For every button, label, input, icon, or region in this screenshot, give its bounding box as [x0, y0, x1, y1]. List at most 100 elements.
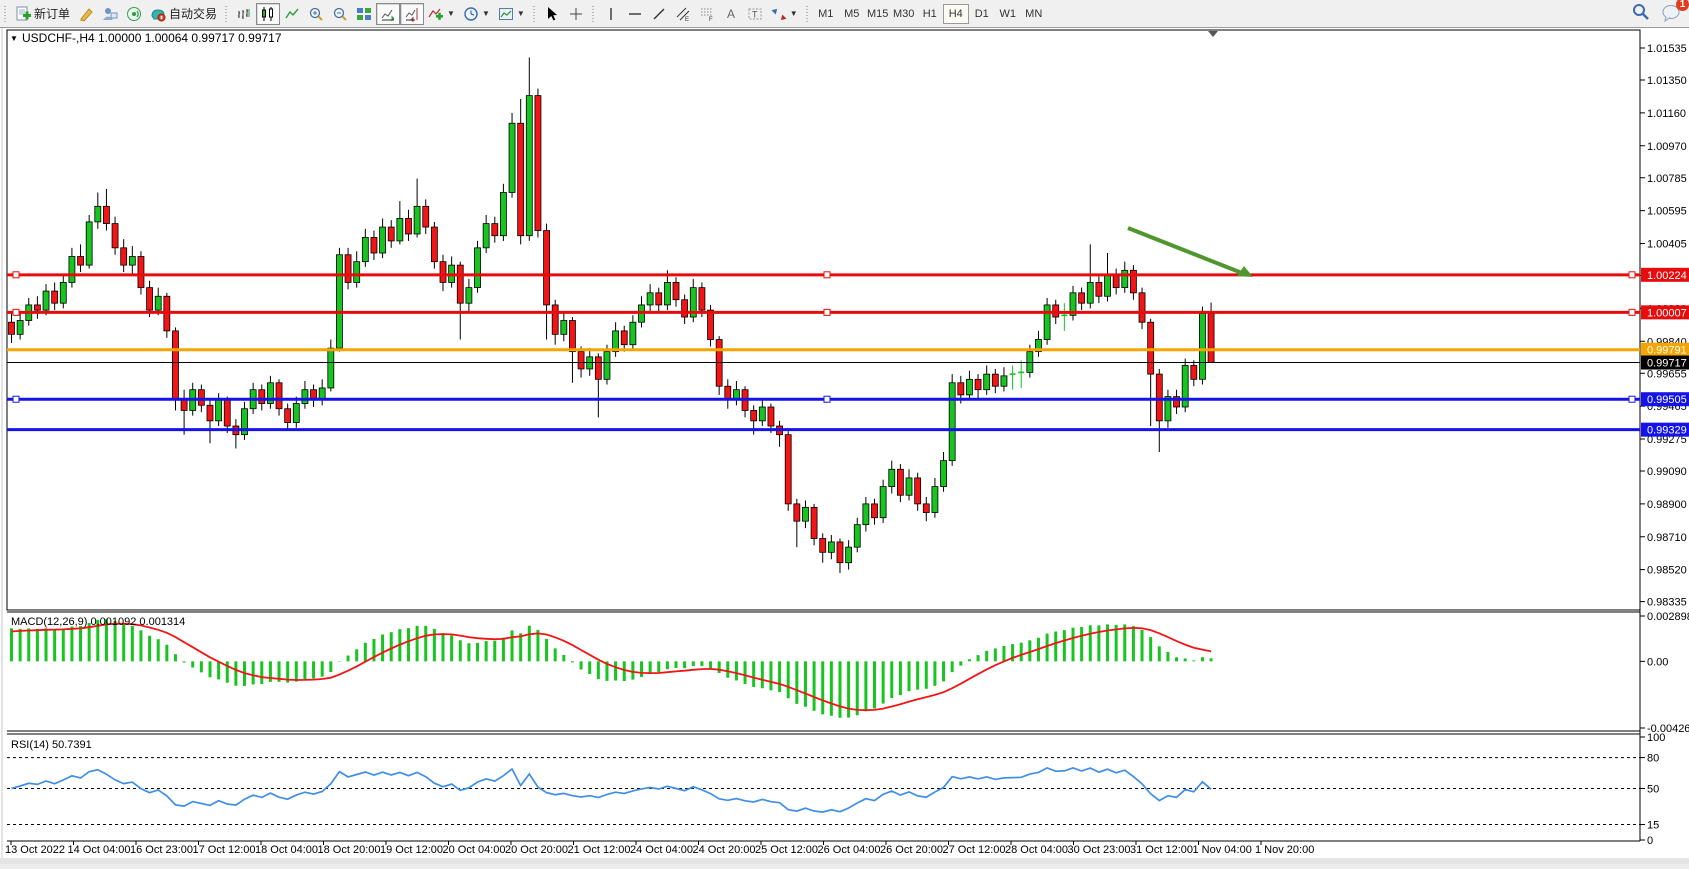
vertical-line-button[interactable]: [599, 3, 623, 25]
timeframe-button-M1[interactable]: M1: [818, 7, 834, 20]
time-tick-label: 26 Oct 04:00: [818, 844, 881, 856]
candlestick-chart-button[interactable]: [256, 2, 281, 25]
timeframe-button-MN[interactable]: MN: [1025, 7, 1043, 20]
line-handle-left[interactable]: [12, 271, 20, 279]
timeframe-button-H4[interactable]: H4: [942, 3, 969, 24]
toolbar-grip: [530, 3, 538, 24]
metaeditor-button[interactable]: [74, 3, 98, 25]
chart-shift-marker[interactable]: [1208, 31, 1218, 37]
current-price-label-text: 0.99717: [1647, 358, 1687, 370]
macd-tick-label: -0.004261: [1647, 723, 1689, 735]
indicators-dropdown-caret[interactable]: ▼: [447, 9, 455, 18]
search-icon[interactable]: [1631, 2, 1651, 22]
price-tick-label: 1.00785: [1647, 173, 1687, 185]
chart-shift-icon: [404, 6, 420, 22]
chart-title: USDCHF-,H4 1.00000 1.00064 0.99717 0.997…: [22, 31, 282, 45]
equidistant-channel-button[interactable]: E: [671, 3, 695, 25]
candle: [620, 325, 628, 352]
template-icon: [498, 6, 514, 22]
time-tick-label: 27 Oct 12:00: [943, 844, 1006, 856]
signals-button[interactable]: [122, 3, 146, 25]
text-label-button[interactable]: T: [743, 3, 767, 25]
periods-dropdown-caret[interactable]: ▼: [481, 9, 490, 18]
candle: [344, 247, 352, 290]
chart-shift-button[interactable]: [400, 2, 425, 25]
candle: [594, 353, 602, 418]
crosshair-button[interactable]: [564, 3, 588, 25]
candle: [525, 57, 533, 241]
timeframe-button-M15[interactable]: M15: [867, 7, 889, 20]
text-button[interactable]: A: [719, 3, 743, 25]
price-tick-label: 0.98710: [1647, 532, 1687, 544]
candle: [439, 254, 447, 292]
candle: [991, 368, 999, 394]
new-order-button[interactable]: 新订单: [11, 3, 74, 25]
periods-button[interactable]: ▼: [459, 3, 494, 25]
candle: [241, 401, 248, 440]
trendline-button[interactable]: [647, 3, 671, 25]
line-handle-center[interactable]: [823, 271, 831, 279]
candle: [94, 192, 102, 229]
line-handle-left[interactable]: [12, 395, 20, 403]
svg-text:A: A: [727, 7, 735, 21]
indicators-button[interactable]: ▼: [424, 3, 459, 25]
trend-arrow-head[interactable]: [1237, 266, 1253, 277]
candle: [819, 533, 827, 563]
horizontal-line-button[interactable]: [623, 3, 647, 25]
timeframe-button-H1[interactable]: H1: [922, 7, 937, 20]
timeframe-button-D1[interactable]: D1: [974, 7, 989, 20]
line-handle-center[interactable]: [823, 308, 831, 316]
arrows-button[interactable]: ▼: [767, 3, 802, 25]
candle: [111, 216, 119, 255]
price-tick-label: 1.01350: [1647, 75, 1687, 87]
zoom-out-button[interactable]: [328, 3, 352, 25]
rsi-tick-label: 100: [1647, 732, 1665, 744]
price-tick-label: 0.99090: [1647, 466, 1687, 478]
timeframe-button-M30[interactable]: M30: [893, 7, 915, 20]
candle: [577, 346, 585, 378]
bar-chart-icon: [236, 6, 252, 22]
macd-tick-label: 0.00: [1647, 656, 1668, 668]
line-chart-icon: [284, 6, 300, 22]
timeframe-button-W1[interactable]: W1: [999, 7, 1016, 20]
time-tick-label: 18 Oct 20:00: [318, 844, 381, 856]
line-handle-center[interactable]: [823, 395, 831, 403]
candle: [827, 535, 835, 560]
line-handle-right[interactable]: [1628, 395, 1636, 403]
trend-arrow-annotation[interactable]: [1127, 226, 1248, 277]
time-tick-label: 14 Oct 04:00: [68, 844, 131, 856]
templates-dropdown-caret[interactable]: ▼: [516, 9, 525, 18]
candle: [16, 311, 24, 340]
candle: [767, 403, 775, 433]
candle: [353, 251, 361, 288]
line-handle-right[interactable]: [1628, 308, 1636, 316]
candle: [258, 384, 266, 411]
line-chart-button[interactable]: [280, 3, 304, 25]
rsi-tick-label: 50: [1647, 784, 1659, 796]
bar-chart-button[interactable]: [232, 3, 256, 25]
cursor-button[interactable]: [540, 3, 564, 25]
candle: [1069, 285, 1077, 321]
chart-canvas[interactable]: 1.01535 1.01350 1.01160 1.00970 1.00785 1.005…: [0, 28, 1689, 864]
price-label-text: 0.99791: [1647, 345, 1687, 357]
chat-notifications-icon[interactable]: 1: [1661, 0, 1689, 23]
line-handle-left[interactable]: [12, 308, 20, 316]
time-tick-label: 13 Oct 2022: [5, 844, 65, 856]
line-handle-right[interactable]: [1628, 271, 1636, 279]
candle: [1164, 389, 1172, 428]
autotrading-button[interactable]: 自动交易: [146, 3, 221, 25]
candle: [51, 282, 59, 311]
tile-windows-button[interactable]: [352, 3, 376, 25]
templates-button[interactable]: ▼: [494, 3, 529, 25]
zoom-in-button[interactable]: [304, 3, 328, 25]
candle: [681, 294, 689, 324]
virtual-hosting-button[interactable]: [98, 3, 122, 25]
candle: [853, 517, 861, 553]
auto-scroll-button[interactable]: [376, 2, 401, 25]
fibonacci-button[interactable]: F: [695, 3, 719, 25]
time-tick-label: 31 Oct 12:00: [1130, 844, 1193, 856]
arrows-dropdown-caret[interactable]: ▼: [789, 9, 798, 18]
candle: [491, 216, 499, 243]
timeframe-button-M5[interactable]: M5: [844, 7, 860, 20]
candle: [914, 472, 922, 511]
